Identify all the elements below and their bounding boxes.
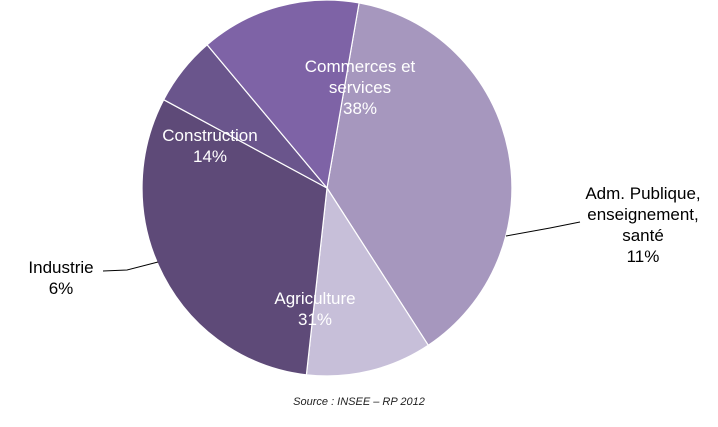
slice-name-label: Commerces et bbox=[305, 57, 416, 76]
pie-slice bbox=[206, 0, 360, 190]
slice-value-label: 6% bbox=[49, 279, 74, 298]
slice-name-label: Construction bbox=[162, 126, 257, 145]
slice-label: Construction 14% bbox=[162, 126, 257, 166]
leader-lines bbox=[102, 221, 581, 272]
pie-slice bbox=[141, 98, 328, 376]
slice-label: Adm. Publique, enseignement, santé 11% bbox=[585, 184, 700, 266]
slice-labels: Commerces et services 38% Adm. Publique, ens… bbox=[28, 57, 700, 329]
slice-value-label: 31% bbox=[298, 310, 332, 329]
pie-chart: Commerces et services 38% Adm. Publique, ens… bbox=[28, 0, 701, 377]
slice-value-label: 11% bbox=[627, 247, 660, 266]
source-note: Source : INSEE – RP 2012 bbox=[293, 396, 425, 408]
slice-label: Industrie 6% bbox=[28, 258, 93, 298]
pie-slices bbox=[141, 0, 513, 377]
slice-label: Commerces et services 38% bbox=[305, 57, 416, 118]
slice-name-label: Industrie bbox=[28, 258, 93, 277]
pie-slice bbox=[305, 186, 430, 377]
slice-value-label: 38% bbox=[343, 99, 377, 118]
slice-label: Agriculture 31% bbox=[274, 289, 355, 329]
slice-value-label: 14% bbox=[193, 147, 227, 166]
slice-name-label: services bbox=[329, 78, 391, 97]
slice-name-label: santé bbox=[622, 226, 664, 245]
leader-line bbox=[505, 221, 581, 237]
slice-name-label: Agriculture bbox=[274, 289, 355, 308]
slice-name-label: enseignement, bbox=[587, 205, 699, 224]
slice-name-label: Adm. Publique, bbox=[585, 184, 700, 203]
leader-line bbox=[102, 261, 159, 272]
